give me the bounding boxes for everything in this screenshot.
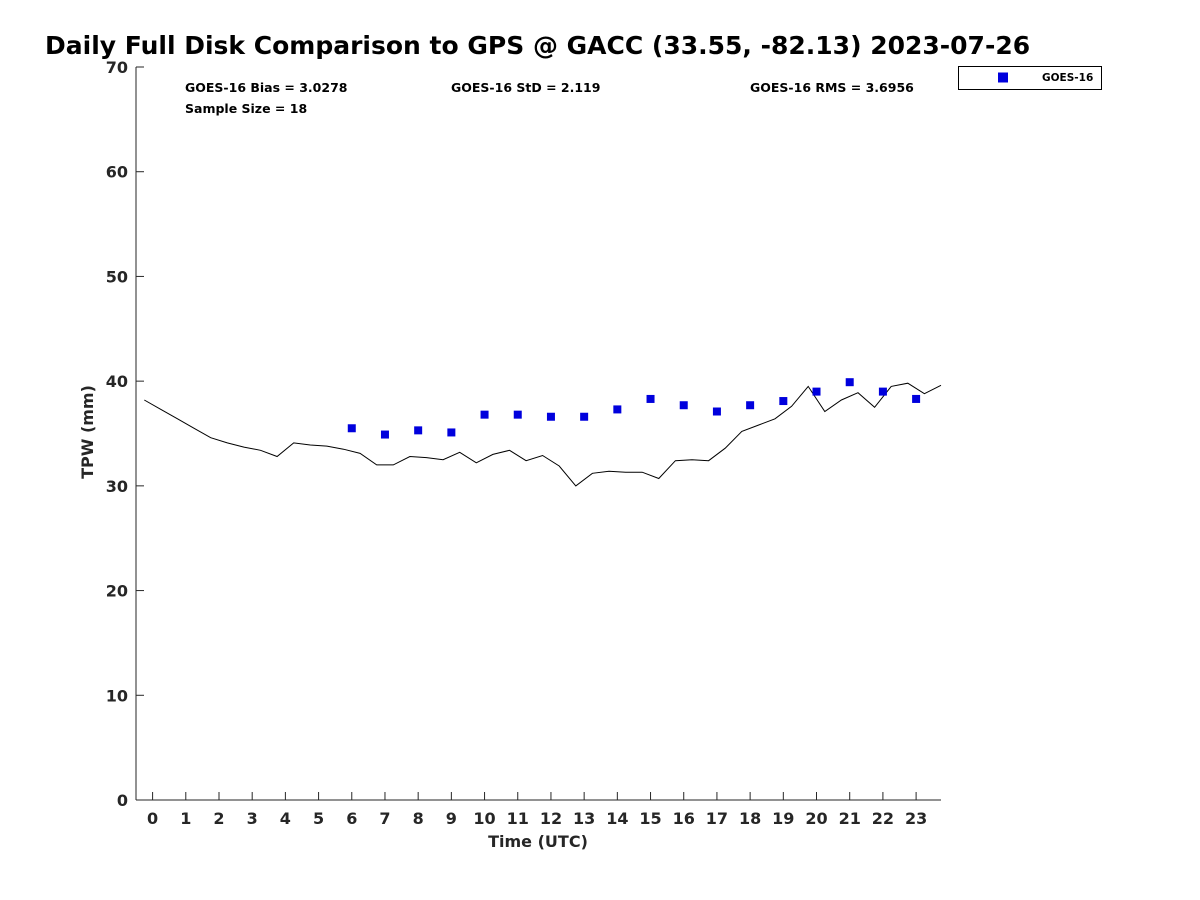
goes16-point <box>712 407 721 416</box>
legend-label-goes16: GOES-16 <box>1042 72 1093 84</box>
x-axis-ticks: 0 1 2 3 4 5 6 7 8 9 10 11 12 13 14 15 16 17 18 19 20 21 22 23 <box>147 792 927 828</box>
goes16-point <box>878 387 887 396</box>
x-tick-label: 8 <box>413 809 424 828</box>
x-tick-label: 3 <box>247 809 258 828</box>
gps-line <box>144 382 942 487</box>
x-tick-label: 11 <box>507 809 529 828</box>
goes16-scatter-series <box>347 378 921 439</box>
y-tick-label: 30 <box>106 477 128 496</box>
std-stat: GOES-16 StD = 2.119 <box>451 80 600 95</box>
y-tick-label: 70 <box>106 58 128 77</box>
y-tick-label: 50 <box>106 267 128 286</box>
x-tick-label: 16 <box>673 809 695 828</box>
x-tick-label: 6 <box>346 809 357 828</box>
goes16-point <box>513 410 522 419</box>
goes16-point <box>414 426 423 435</box>
x-tick-label: 19 <box>772 809 794 828</box>
goes16-point <box>779 397 788 406</box>
x-tick-label: 14 <box>606 809 628 828</box>
x-tick-label: 1 <box>180 809 191 828</box>
x-tick-label: 10 <box>473 809 495 828</box>
plot-area: 0 1 2 3 4 5 6 7 8 9 10 11 12 13 14 15 16 17 18 19 20 21 22 23 0… <box>106 58 942 828</box>
goes16-point <box>746 401 755 410</box>
axes <box>135 67 941 801</box>
legend-box <box>958 66 1102 90</box>
x-tick-label: 5 <box>313 809 324 828</box>
x-tick-label: 0 <box>147 809 158 828</box>
x-tick-label: 17 <box>706 809 728 828</box>
gps-line-series <box>144 382 942 487</box>
x-axis-label: Time (UTC) <box>488 832 588 851</box>
y-axis-label: TPW (mm) <box>78 385 97 479</box>
goes16-point <box>447 428 456 437</box>
goes16-point <box>546 412 555 421</box>
goes16-point <box>646 394 655 403</box>
x-tick-label: 2 <box>213 809 224 828</box>
goes16-point <box>580 412 589 421</box>
chart-title: Daily Full Disk Comparison to GPS @ GACC… <box>45 31 1030 60</box>
x-tick-label: 20 <box>805 809 827 828</box>
y-tick-label: 40 <box>106 372 128 391</box>
y-tick-label: 0 <box>117 791 128 810</box>
x-tick-label: 9 <box>446 809 457 828</box>
legend-marker-goes16 <box>998 72 1008 83</box>
goes16-point <box>679 401 688 410</box>
x-tick-label: 18 <box>739 809 761 828</box>
x-tick-label: 7 <box>379 809 390 828</box>
goes16-point <box>347 424 356 433</box>
x-tick-label: 21 <box>839 809 861 828</box>
y-tick-label: 20 <box>106 582 128 601</box>
x-tick-label: 13 <box>573 809 595 828</box>
x-tick-label: 22 <box>872 809 894 828</box>
goes16-point <box>845 378 854 387</box>
rms-stat: GOES-16 RMS = 3.6956 <box>750 80 914 95</box>
y-tick-label: 10 <box>106 686 128 705</box>
x-tick-label: 15 <box>639 809 661 828</box>
x-tick-label: 23 <box>905 809 927 828</box>
y-axis-ticks: 0 10 20 30 40 50 60 70 <box>106 58 144 810</box>
goes16-point <box>912 394 921 403</box>
sample-size-stat: Sample Size = 18 <box>185 101 307 116</box>
goes16-point <box>812 387 821 396</box>
bias-stat: GOES-16 Bias = 3.0278 <box>185 80 347 95</box>
x-tick-label: 12 <box>540 809 562 828</box>
y-tick-label: 60 <box>106 163 128 182</box>
goes16-point <box>480 410 489 419</box>
legend: GOES-16 <box>958 66 1102 90</box>
goes16-point <box>613 405 622 414</box>
x-tick-label: 4 <box>280 809 291 828</box>
goes16-point <box>380 430 389 439</box>
